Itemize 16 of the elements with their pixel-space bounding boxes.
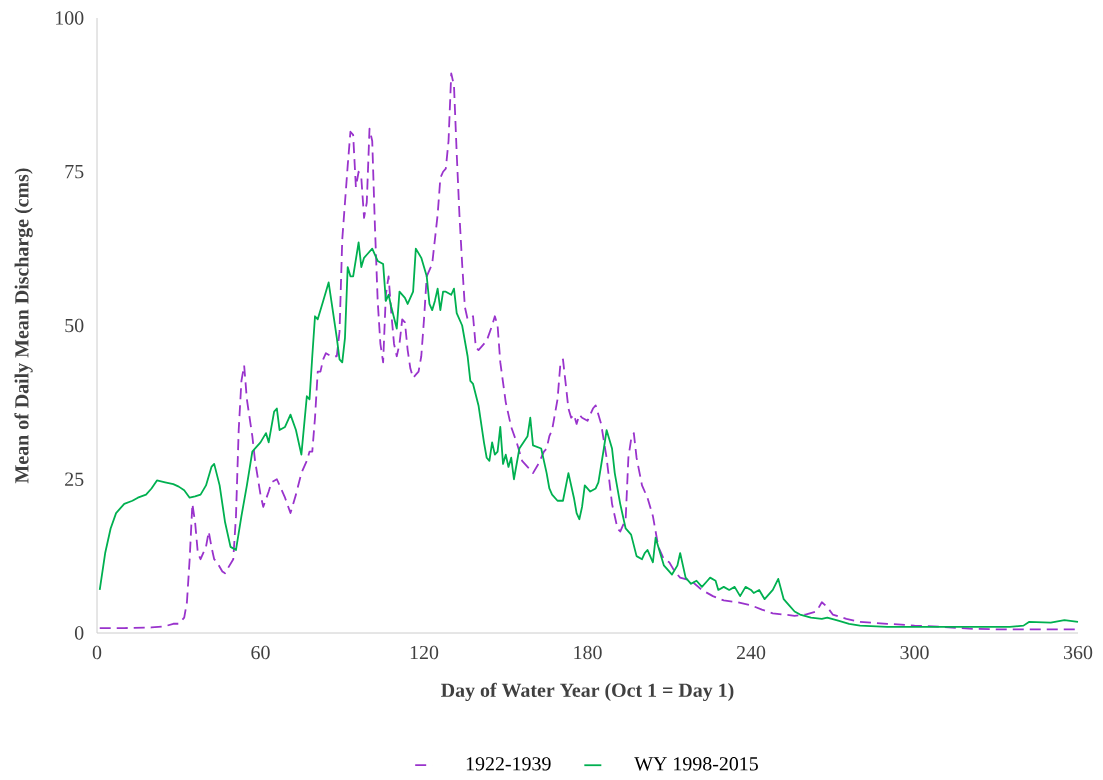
x-axis-title: Day of Water Year (Oct 1 = Day 1) bbox=[441, 682, 734, 702]
legend-label: WY 1998-2015 bbox=[634, 757, 758, 771]
x-tick-label: 180 bbox=[574, 645, 602, 660]
x-tick-label: 240 bbox=[736, 645, 766, 660]
x-tick-label: 300 bbox=[900, 645, 929, 660]
y-tick-label: 75 bbox=[65, 165, 84, 179]
x-tick-label: 60 bbox=[251, 645, 270, 660]
x-tick-label: 0 bbox=[92, 645, 102, 660]
y-tick-label: 0 bbox=[74, 626, 84, 640]
x-tick-label: 360 bbox=[1064, 645, 1093, 660]
x-tick-label: 120 bbox=[410, 645, 439, 660]
y-axis-title: Mean of Daily Mean Discharge (cms) bbox=[14, 168, 33, 484]
y-tick-label: 50 bbox=[65, 318, 84, 333]
y-tick-label: 25 bbox=[65, 472, 84, 486]
legend-label: 1922-1939 bbox=[466, 757, 551, 771]
y-tick-label: 100 bbox=[56, 11, 84, 25]
